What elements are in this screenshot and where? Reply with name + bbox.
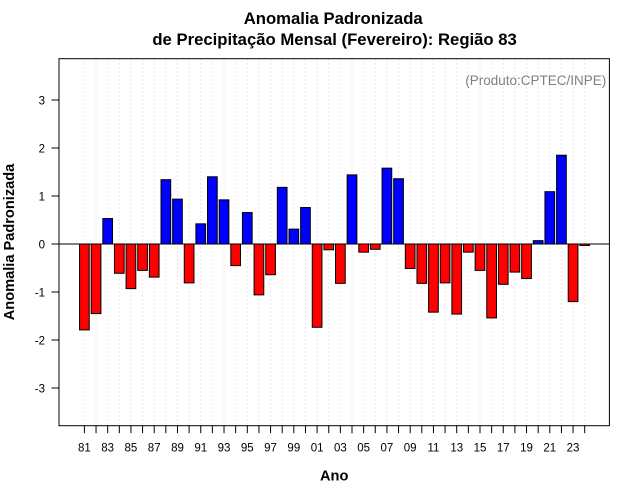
svg-text:01: 01 <box>311 442 324 454</box>
svg-text:2: 2 <box>39 144 45 156</box>
svg-text:23: 23 <box>567 442 580 454</box>
svg-text:(Produto:CPTEC/INPE): (Produto:CPTEC/INPE) <box>465 73 606 88</box>
svg-text:95: 95 <box>241 442 254 454</box>
svg-text:3: 3 <box>39 96 45 108</box>
svg-text:87: 87 <box>148 442 161 454</box>
svg-text:11: 11 <box>427 442 439 454</box>
svg-text:91: 91 <box>194 442 207 454</box>
svg-text:05: 05 <box>357 442 370 454</box>
svg-text:17: 17 <box>497 442 510 454</box>
svg-text:93: 93 <box>218 442 231 454</box>
svg-text:15: 15 <box>474 442 487 454</box>
svg-text:81: 81 <box>78 442 91 454</box>
svg-text:0: 0 <box>39 240 45 252</box>
svg-text:09: 09 <box>404 442 417 454</box>
svg-text:85: 85 <box>125 442 138 454</box>
svg-text:21: 21 <box>543 442 556 454</box>
svg-text:Anomalia Padronizada: Anomalia Padronizada <box>2 163 18 320</box>
svg-text:Ano: Ano <box>320 469 348 485</box>
svg-text:1: 1 <box>39 192 45 204</box>
svg-text:99: 99 <box>287 442 300 454</box>
svg-text:19: 19 <box>520 442 533 454</box>
svg-text:Anomalia Padronizada: Anomalia Padronizada <box>244 9 424 28</box>
svg-text:03: 03 <box>334 442 347 454</box>
svg-text:-1: -1 <box>35 288 45 300</box>
svg-text:07: 07 <box>381 442 394 454</box>
svg-text:-3: -3 <box>35 384 45 396</box>
svg-text:de Precipitação Mensal (Fevere: de Precipitação Mensal (Fevereiro): Regi… <box>152 30 516 49</box>
svg-text:89: 89 <box>171 442 184 454</box>
svg-text:13: 13 <box>450 442 463 454</box>
svg-text:-2: -2 <box>35 336 45 348</box>
svg-text:83: 83 <box>101 442 114 454</box>
svg-text:97: 97 <box>264 442 277 454</box>
